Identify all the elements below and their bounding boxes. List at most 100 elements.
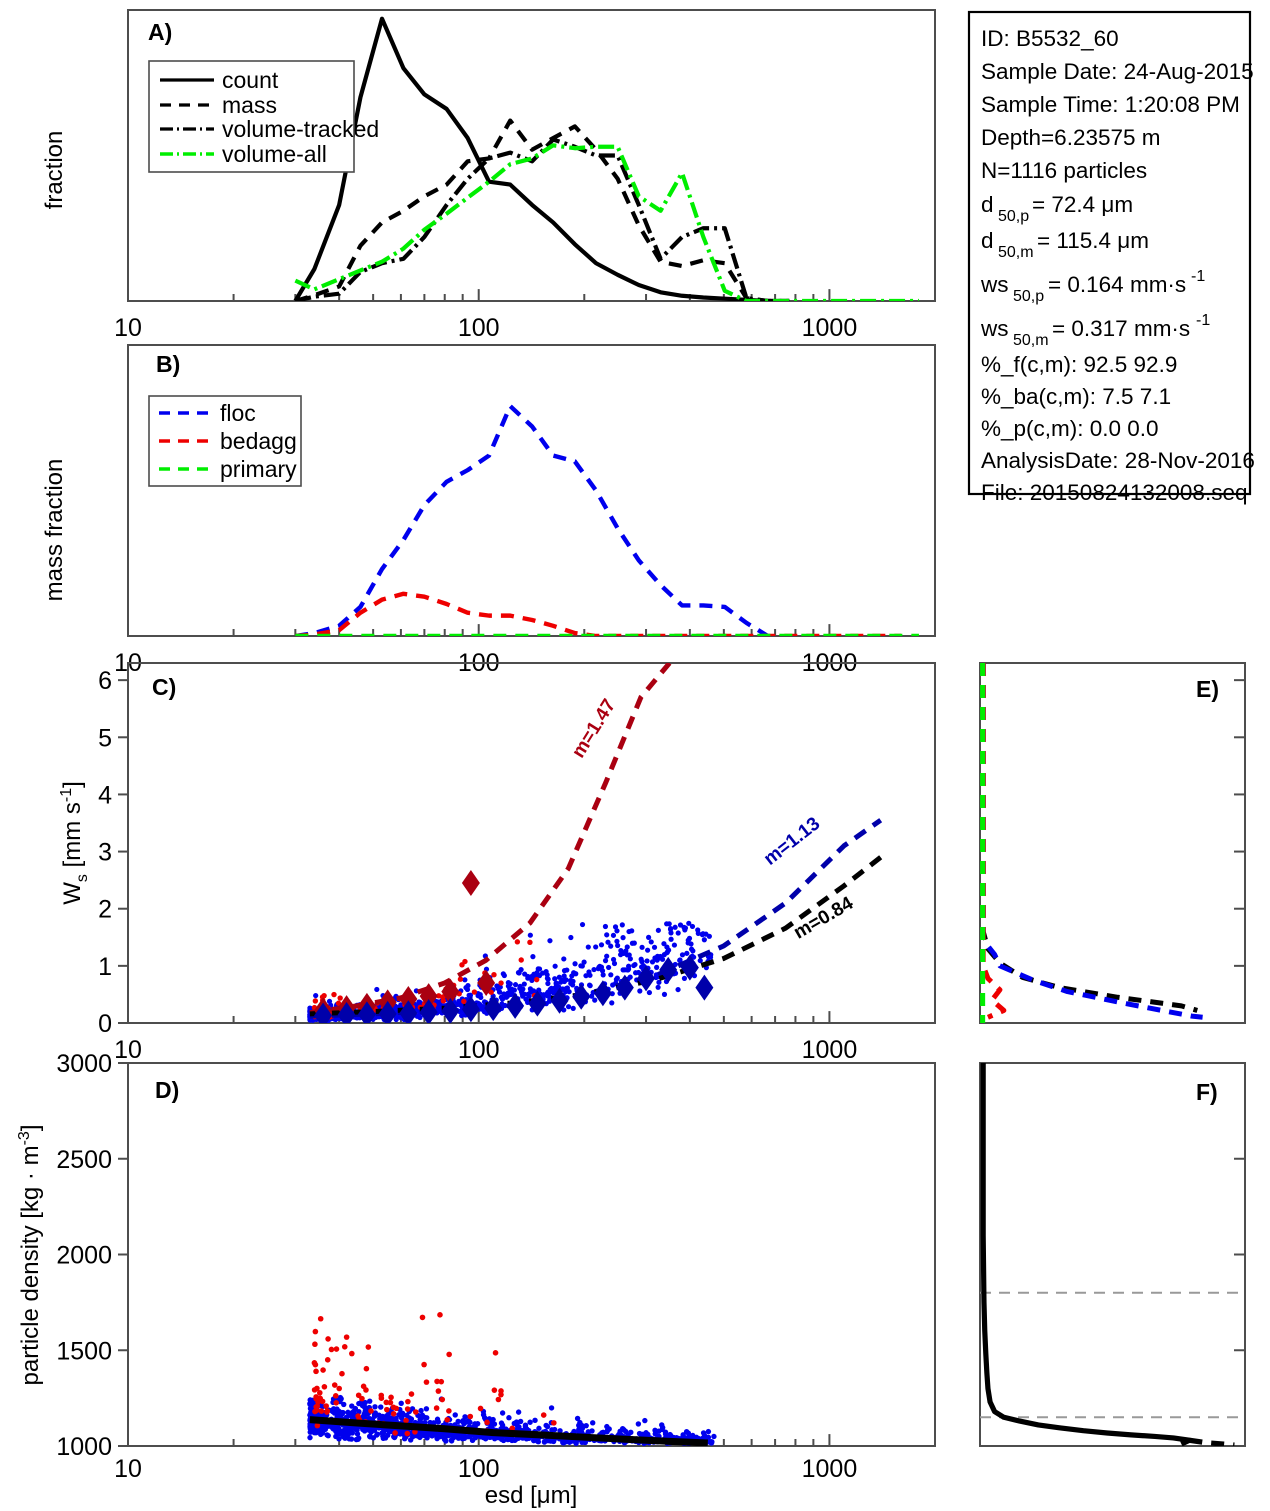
panel-c-floc-point (459, 1012, 465, 1019)
panel-c-ylabel-close: ] (59, 781, 86, 788)
x-tick-label: 100 (458, 1036, 500, 1064)
panel-f-letter: F) (1196, 1079, 1218, 1105)
panel-c-floc-point (656, 979, 662, 985)
panel-d-bedagg-point (324, 1357, 331, 1363)
panel-c-floc-point (701, 937, 707, 943)
panel-c-floc-point (610, 932, 617, 938)
y-tick-label: 5 (98, 724, 112, 752)
panel-c-floc-point (608, 972, 614, 978)
panel-d-floc-point (336, 1436, 342, 1442)
ws50m-sup: -1 (1196, 312, 1210, 329)
panel-d-bedagg-point (393, 1405, 400, 1412)
panel-c-floc-point (553, 982, 560, 988)
panel-d-floc-point (683, 1428, 690, 1435)
ws50m-base: ws (980, 316, 1009, 341)
panel-d-bedagg-point (437, 1312, 443, 1318)
panel-c-floc-point (612, 924, 619, 930)
panel-c-floc-point (593, 944, 599, 950)
panel-c-floc-point (604, 953, 610, 959)
panel-d-floc-point (386, 1429, 392, 1435)
panel-c-floc-point (668, 936, 674, 942)
panel-c-floc-point (690, 948, 696, 954)
panel-d-bedagg-point (408, 1391, 415, 1397)
panel-d-floc-point (315, 1428, 321, 1434)
panel-c-floc-point (625, 967, 631, 973)
panel-d-bedagg-point (343, 1334, 350, 1340)
panel-c-floc-point (497, 984, 503, 990)
panel-c-letter: C) (152, 674, 176, 700)
panel-d-floc-point (461, 1435, 468, 1442)
panel-d-bedagg-point (363, 1365, 370, 1372)
panel-d-floc-point (356, 1435, 362, 1441)
panel-b-legend: floc bedagg primary (148, 395, 302, 487)
panel-d-bedagg-point (383, 1399, 390, 1406)
panel-d-bedagg-point (388, 1394, 394, 1401)
panel-c-median-marker-floc-medians (659, 956, 678, 983)
panel-c-floc-point (631, 962, 637, 969)
panel-d-bedagg-point (378, 1392, 385, 1399)
panel-c-floc-point (571, 970, 577, 976)
panel-c-floc-point (520, 993, 526, 999)
x-axis-label-text: esd [μm] (485, 1482, 578, 1509)
panel-c-bedagg-point (527, 939, 533, 946)
panel-c-floc-point (649, 959, 656, 965)
panel-d-floc-point (354, 1431, 361, 1437)
panel-c-floc-point (619, 922, 625, 928)
panel-b-letter: B) (156, 351, 180, 377)
panel-c-median-marker-floc-medians (528, 990, 547, 1017)
panel-d-bedagg-point (314, 1385, 320, 1392)
panel-d-floc-point (433, 1431, 439, 1437)
panel-d-floc-point (452, 1412, 458, 1418)
panel-c-floc-point (520, 986, 526, 992)
panel-c-floc-point (629, 928, 635, 934)
panel-c-floc-point (572, 961, 578, 967)
panel-c-bedagg-point (498, 980, 504, 986)
panel-c-floc-point (512, 982, 519, 988)
panel-c-floc-point (578, 963, 584, 969)
panel-a: A) fraction count mass volume-tracked vo… (41, 9, 936, 342)
panel-d-floc-point (379, 1430, 386, 1436)
y-tick-label: 3000 (56, 1050, 112, 1078)
panel-d-floc-point (571, 1428, 577, 1435)
x-tick-label: 1000 (802, 1455, 858, 1483)
panel-c-floc-point (685, 937, 691, 943)
panel-c-floc-point (605, 939, 611, 945)
panel-d-bedagg-point (325, 1336, 331, 1342)
d50p-sub: 50,p (998, 208, 1029, 225)
x-tick-label: 10 (114, 1036, 142, 1064)
panel-c-bedagg-point (457, 976, 464, 982)
panel-a-letter: A) (148, 19, 172, 45)
panel-c-floc-point (591, 966, 597, 973)
panel-c-ylabel-sup: -1 (58, 788, 75, 802)
panel-d-floc-point (490, 1416, 496, 1423)
panel-c-floc-point (528, 974, 535, 980)
panel-d-floc-point (685, 1434, 692, 1440)
panel-c-bedagg-point (312, 998, 319, 1004)
panel-c-floc-point (499, 1001, 505, 1007)
panel-d-bedagg-point (319, 1398, 326, 1405)
panel-d-bedagg-point (435, 1388, 442, 1394)
info-line-d50p: d 50,p = 72.4 μm (981, 192, 1133, 225)
d50p-base: d (981, 192, 994, 217)
panel-c-floc-point (604, 932, 610, 938)
panel-c-floc-point (684, 950, 690, 956)
panel-c-median-marker-bedagg-medians (477, 970, 496, 996)
panel-c-floc-point (654, 964, 660, 970)
panel-d-floc-point (583, 1422, 589, 1429)
panel-c-floc-point (677, 957, 683, 964)
panel-c-floc-point (661, 991, 668, 997)
panel-d-floc-point (434, 1435, 440, 1442)
panel-d-floc-point (399, 1410, 406, 1417)
ws50p-base: ws (980, 272, 1009, 297)
panel-d-bedagg-point (540, 1412, 547, 1418)
panel-d-floc-point (341, 1401, 347, 1408)
panel-c-floc-point (646, 989, 653, 996)
panel-c-median-marker-bedagg-medians (441, 978, 460, 1005)
panel-d-floc-point (329, 1424, 336, 1431)
panel-c-floc-point (478, 994, 484, 1001)
panel-c-bedagg-point (331, 991, 337, 998)
panel-d-bedagg-point (363, 1387, 369, 1393)
panel-c-floc-point (664, 944, 670, 950)
panel-d-floc-point (417, 1419, 423, 1425)
panel-c-floc-point (563, 977, 569, 983)
